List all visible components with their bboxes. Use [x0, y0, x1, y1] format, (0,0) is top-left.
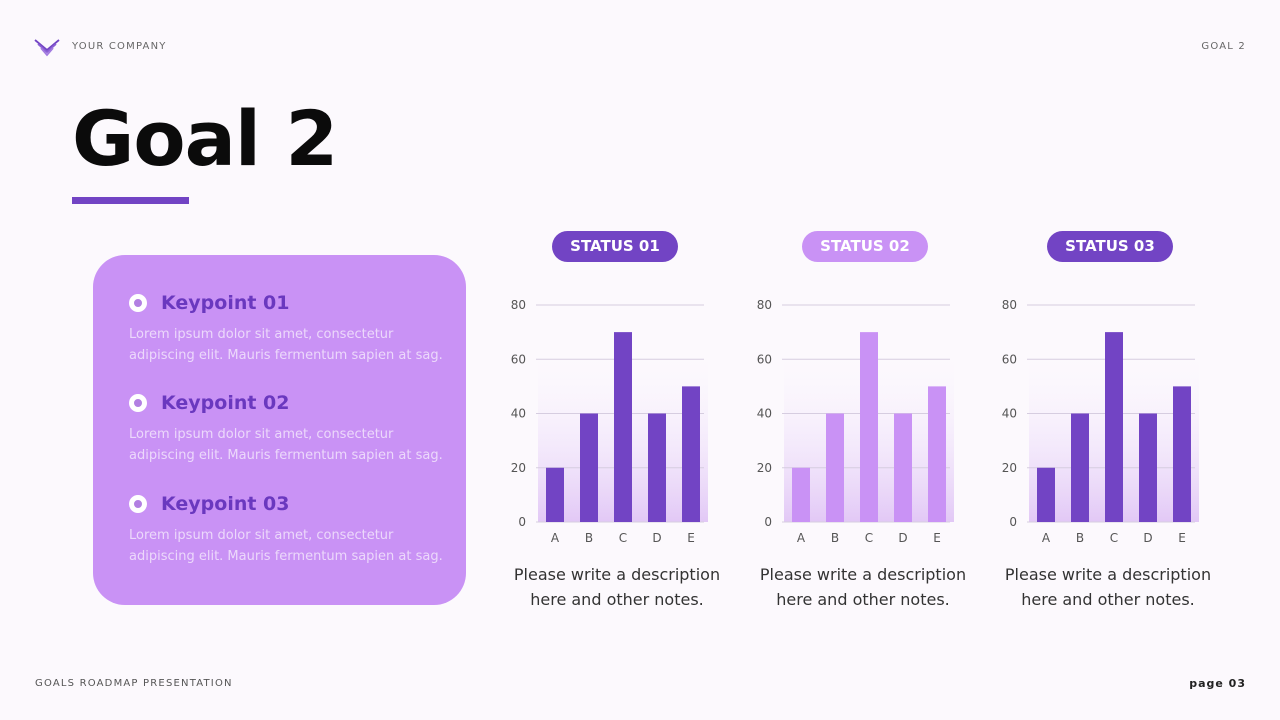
keypoint-text: Lorem ipsum dolor sit amet, consectetur …: [129, 327, 443, 363]
svg-text:D: D: [652, 531, 661, 543]
svg-text:20: 20: [757, 461, 772, 475]
keypoint-item: Keypoint 01 Lorem ipsum dolor sit amet, …: [129, 291, 449, 366]
bar-chart: 0 20 40 60 80 A B C D E: [757, 298, 954, 543]
bar-D: [1139, 413, 1157, 522]
status-column-1: STATUS 01 0 20 40 60 80 A B C D E Please write a …: [502, 231, 732, 621]
bar-chart: 0 20 40 60 80 A B C D E: [1002, 298, 1199, 543]
keypoint-title: Keypoint 03: [161, 493, 290, 515]
svg-text:E: E: [1178, 531, 1186, 543]
svg-text:80: 80: [1002, 298, 1017, 312]
svg-text:20: 20: [1002, 461, 1017, 475]
title-underline: [72, 197, 189, 204]
keypoint-text: Lorem ipsum dolor sit amet, consectetur …: [129, 528, 443, 564]
svg-text:D: D: [898, 531, 907, 543]
status-description: Please write a description here and othe…: [1004, 565, 1212, 609]
bar-A: [1037, 467, 1055, 522]
bar-B: [826, 413, 844, 522]
keypoints-card: Keypoint 01 Lorem ipsum dolor sit amet, …: [93, 255, 466, 605]
svg-text:B: B: [1076, 531, 1084, 543]
footer-presentation-title: GOALS ROADMAP PRESENTATION: [35, 678, 233, 689]
svg-text:40: 40: [511, 407, 526, 421]
svg-text:0: 0: [1009, 515, 1017, 529]
status-column-2: STATUS 02 0 20 40 60 80 A B C D E Please write a …: [748, 231, 978, 621]
status-description: Please write a description here and othe…: [759, 565, 967, 609]
svg-text:60: 60: [1002, 352, 1017, 366]
svg-text:B: B: [831, 531, 839, 543]
bar-D: [894, 413, 912, 522]
svg-text:0: 0: [518, 515, 526, 529]
svg-text:A: A: [1042, 531, 1051, 543]
bar-C: [1105, 332, 1123, 522]
company-logo-icon: [34, 39, 60, 57]
status-badge: STATUS 03: [1047, 231, 1173, 262]
svg-text:60: 60: [757, 352, 772, 366]
svg-text:E: E: [687, 531, 695, 543]
keypoint-item: Keypoint 03 Lorem ipsum dolor sit amet, …: [129, 492, 449, 567]
bar-chart: 0 20 40 60 80 A B C D E: [511, 298, 708, 543]
svg-text:C: C: [1110, 531, 1118, 543]
bar-B: [1071, 413, 1089, 522]
bar-D: [648, 413, 666, 522]
bar-E: [682, 386, 700, 522]
svg-text:C: C: [865, 531, 873, 543]
svg-text:C: C: [619, 531, 627, 543]
page-title: Goal 2: [72, 94, 338, 183]
keypoint-text: Lorem ipsum dolor sit amet, consectetur …: [129, 427, 443, 463]
svg-text:D: D: [1143, 531, 1152, 543]
svg-text:40: 40: [757, 407, 772, 421]
svg-text:80: 80: [757, 298, 772, 312]
svg-text:E: E: [933, 531, 941, 543]
bar-B: [580, 413, 598, 522]
svg-text:80: 80: [511, 298, 526, 312]
ring-bullet-icon: [129, 394, 147, 412]
keypoint-title: Keypoint 02: [161, 392, 290, 414]
keypoint-title: Keypoint 01: [161, 292, 290, 314]
svg-text:20: 20: [511, 461, 526, 475]
section-label: GOAL 2: [1201, 41, 1246, 52]
ring-bullet-icon: [129, 495, 147, 513]
ring-bullet-icon: [129, 294, 147, 312]
svg-text:A: A: [551, 531, 560, 543]
svg-text:40: 40: [1002, 407, 1017, 421]
svg-text:60: 60: [511, 352, 526, 366]
bar-A: [546, 467, 564, 522]
status-badge: STATUS 01: [552, 231, 678, 262]
svg-text:A: A: [797, 531, 806, 543]
status-column-3: STATUS 03 0 20 40 60 80 A B C D E Please write a …: [993, 231, 1223, 621]
bar-E: [1173, 386, 1191, 522]
bar-C: [614, 332, 632, 522]
page-number: page 03: [1189, 677, 1246, 690]
status-badge: STATUS 02: [802, 231, 928, 262]
keypoint-item: Keypoint 02 Lorem ipsum dolor sit amet, …: [129, 391, 449, 466]
svg-text:0: 0: [764, 515, 772, 529]
company-name: YOUR COMPANY: [72, 41, 167, 52]
bar-A: [792, 467, 810, 522]
svg-text:B: B: [585, 531, 593, 543]
status-description: Please write a description here and othe…: [513, 565, 721, 609]
bar-C: [860, 332, 878, 522]
bar-E: [928, 386, 946, 522]
